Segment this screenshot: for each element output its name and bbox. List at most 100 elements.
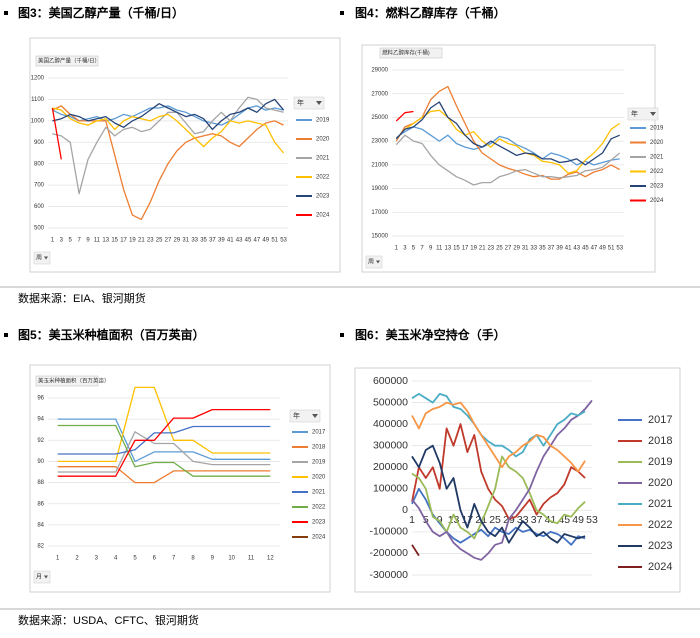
y-tick-label: 21000	[371, 162, 388, 168]
legend-label: 2021	[312, 490, 326, 496]
y-tick-label: 400000	[373, 418, 408, 430]
series-line	[57, 431, 271, 473]
series-line	[411, 399, 593, 561]
x-tick-label: 23	[147, 238, 154, 244]
y-tick-label: 96	[37, 396, 44, 402]
x-tick-label: 13	[448, 514, 460, 526]
series-line	[52, 96, 284, 195]
x-tick-label: 9	[429, 246, 433, 252]
y-tick-label: 300000	[373, 439, 408, 451]
axis-filter-button[interactable]	[33, 251, 51, 265]
x-tick-label: 15	[453, 246, 460, 252]
y-tick-label: 1100	[31, 97, 45, 103]
x-tick-label: 53	[280, 238, 287, 244]
x-tick-label: 45	[582, 246, 589, 252]
legend-label: 2017	[312, 430, 326, 436]
axis-filter-button[interactable]	[33, 570, 51, 584]
series-line	[57, 418, 271, 463]
legend-label: 2024	[650, 198, 664, 204]
x-tick-label: 11	[248, 556, 255, 562]
y-tick-label: 27000	[371, 91, 388, 97]
x-tick-label: 2	[75, 556, 79, 562]
x-tick-label: 5	[133, 556, 137, 562]
x-tick-label: 4	[114, 556, 118, 562]
chart-title: 美玉米种植面积（百万英亩）	[38, 376, 110, 384]
y-tick-label: 500	[34, 226, 45, 232]
legend-label: 2024	[312, 535, 326, 541]
x-tick-label: 5	[69, 238, 73, 244]
legend-header	[627, 107, 659, 121]
x-tick-label: 35	[200, 238, 207, 244]
legend-label: 2019	[316, 118, 330, 124]
y-tick-label: 82	[37, 544, 44, 550]
y-tick-label: -200000	[369, 547, 408, 559]
bullet	[4, 11, 8, 15]
axis-filter-label: 周	[368, 259, 374, 266]
series-line	[395, 134, 621, 186]
x-tick-label: 3	[95, 556, 99, 562]
x-tick-label: 47	[591, 246, 598, 252]
x-tick-label: 3	[60, 238, 64, 244]
legend-filter-icon[interactable]	[312, 414, 318, 418]
figure-caption: 图4：燃料乙醇库存（千桶）	[355, 5, 506, 20]
axis-filter-button[interactable]	[365, 255, 383, 269]
legend-label: 2018	[312, 445, 326, 451]
y-tick-label: 94	[37, 417, 44, 423]
series-line	[411, 401, 586, 473]
legend-label: 2024	[316, 213, 330, 219]
x-tick-label: 53	[616, 246, 623, 252]
y-tick-label: 84	[37, 522, 44, 528]
x-tick-label: 41	[565, 246, 572, 252]
y-tick-label: 23000	[371, 139, 388, 145]
series-line	[57, 466, 271, 484]
legend-header	[289, 409, 321, 423]
series-line	[52, 98, 285, 131]
x-tick-label: 7	[420, 246, 424, 252]
x-tick-label: 15	[111, 238, 118, 244]
x-tick-label: 51	[271, 238, 278, 244]
bullet	[4, 333, 8, 337]
y-tick-label: 92	[37, 438, 44, 444]
legend-title: 年	[293, 411, 300, 420]
y-tick-label: 800	[34, 161, 45, 167]
series-line	[411, 393, 586, 458]
y-tick-label: 600000	[373, 375, 408, 387]
y-tick-label: 1200	[31, 76, 45, 82]
x-tick-label: 45	[558, 514, 570, 526]
x-tick-label: 39	[556, 246, 563, 252]
x-tick-label: 1	[395, 246, 399, 252]
series-line	[411, 487, 586, 546]
legend-label: 2019	[650, 126, 664, 132]
chart-frame	[354, 367, 681, 593]
x-tick-label: 3	[403, 246, 407, 252]
legend-filter-icon[interactable]	[316, 101, 322, 105]
x-tick-label: 12	[267, 556, 274, 562]
legend-filter-icon[interactable]	[650, 112, 656, 116]
x-tick-label: 25	[489, 514, 501, 526]
chart-title-box	[35, 55, 99, 67]
x-tick-label: 29	[513, 246, 520, 252]
legend-label: 2023	[648, 540, 672, 552]
figure-caption: 图5：美玉米种植面积（百万英亩）	[18, 327, 205, 342]
x-tick-label: 33	[530, 246, 537, 252]
x-tick-label: 25	[496, 246, 503, 252]
series-line	[411, 455, 586, 540]
x-tick-label: 13	[445, 246, 452, 252]
x-tick-label: 11	[94, 238, 101, 244]
source-note: 数据来源：EIA、银河期货	[18, 291, 146, 305]
series-line	[57, 408, 271, 477]
y-tick-label: 900	[34, 140, 45, 146]
legend-label: 2021	[316, 156, 330, 162]
legend-label: 2023	[316, 194, 330, 200]
y-tick-label: 88	[37, 480, 44, 486]
y-tick-label: 90	[37, 459, 44, 465]
y-tick-label: 15000	[371, 234, 388, 240]
series-line	[395, 101, 620, 166]
series-line	[57, 424, 271, 477]
x-tick-label: 43	[573, 246, 580, 252]
legend-title: 年	[297, 98, 304, 107]
y-tick-label: 17000	[371, 210, 388, 216]
y-tick-label: 25000	[371, 115, 388, 121]
y-tick-label: 100000	[373, 483, 408, 495]
series-line	[411, 423, 586, 520]
